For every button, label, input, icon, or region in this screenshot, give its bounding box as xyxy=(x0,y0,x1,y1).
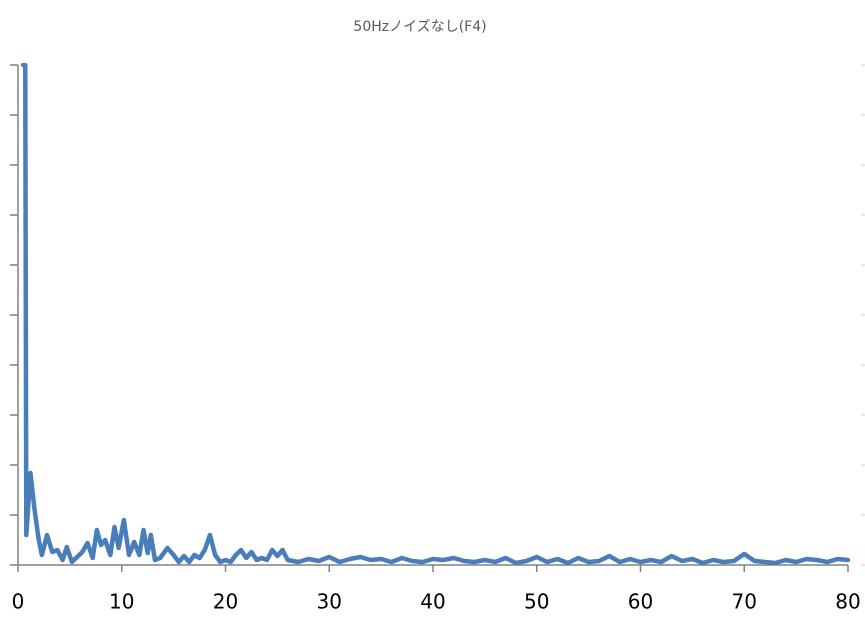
x-tick-label: 50 xyxy=(524,590,549,614)
chart-title: 50Hzノイズなし(F4) xyxy=(353,19,486,35)
x-tick-label: 10 xyxy=(109,590,134,614)
x-tick-label: 20 xyxy=(213,590,238,614)
x-tick-label: 30 xyxy=(317,590,342,614)
plot-area xyxy=(20,63,851,566)
x-tick-label: 80 xyxy=(835,590,860,614)
x-tick-label: 0 xyxy=(12,590,25,614)
line xyxy=(20,63,851,566)
x-tick-label: 60 xyxy=(628,590,653,614)
x-tick-label: 70 xyxy=(732,590,757,614)
x-tick-label: 40 xyxy=(420,590,445,614)
